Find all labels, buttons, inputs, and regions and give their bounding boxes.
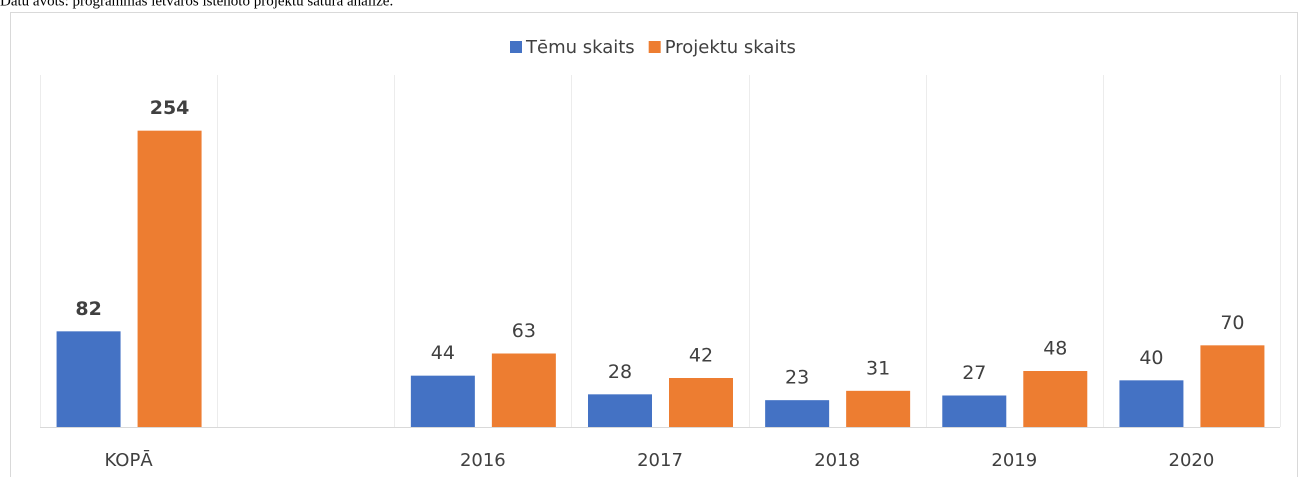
data-label: 28 xyxy=(608,361,632,383)
x-tick-label: KOPĀ xyxy=(104,449,153,471)
bar xyxy=(846,390,911,427)
x-tick-label: 2016 xyxy=(460,450,506,471)
bar xyxy=(765,400,830,427)
bar xyxy=(491,353,556,427)
data-label: 44 xyxy=(431,342,455,364)
data-label: 48 xyxy=(1043,338,1067,360)
legend-label: Projektu skaits xyxy=(665,37,796,58)
data-label: 31 xyxy=(866,357,890,379)
data-label: 42 xyxy=(689,345,713,367)
chart-frame xyxy=(10,12,1298,477)
data-label: 23 xyxy=(785,367,809,389)
legend-label: Tēmu skaits xyxy=(525,37,635,58)
x-tick-label: 2018 xyxy=(814,450,860,471)
source-note: Datu avots: programmas ietvaros īstenoto… xyxy=(0,0,393,9)
x-tick-label: 2019 xyxy=(991,450,1037,471)
legend-swatch xyxy=(510,41,522,53)
bar xyxy=(942,395,1007,427)
data-label: 63 xyxy=(512,320,536,342)
data-label: 40 xyxy=(1139,347,1163,369)
x-tick-label: 2017 xyxy=(637,450,683,471)
bar xyxy=(410,375,475,427)
bar xyxy=(588,394,652,427)
legend-swatch xyxy=(648,41,661,53)
bar xyxy=(137,130,202,427)
data-label: 82 xyxy=(75,298,101,320)
x-tick-label: 2020 xyxy=(1169,450,1215,471)
bar xyxy=(56,331,121,427)
data-label: 254 xyxy=(150,97,190,119)
data-label: 70 xyxy=(1220,312,1244,334)
bar xyxy=(1119,380,1184,427)
bar xyxy=(1200,345,1265,427)
bar xyxy=(1023,371,1088,427)
bar xyxy=(669,378,733,427)
data-label: 27 xyxy=(962,362,986,384)
